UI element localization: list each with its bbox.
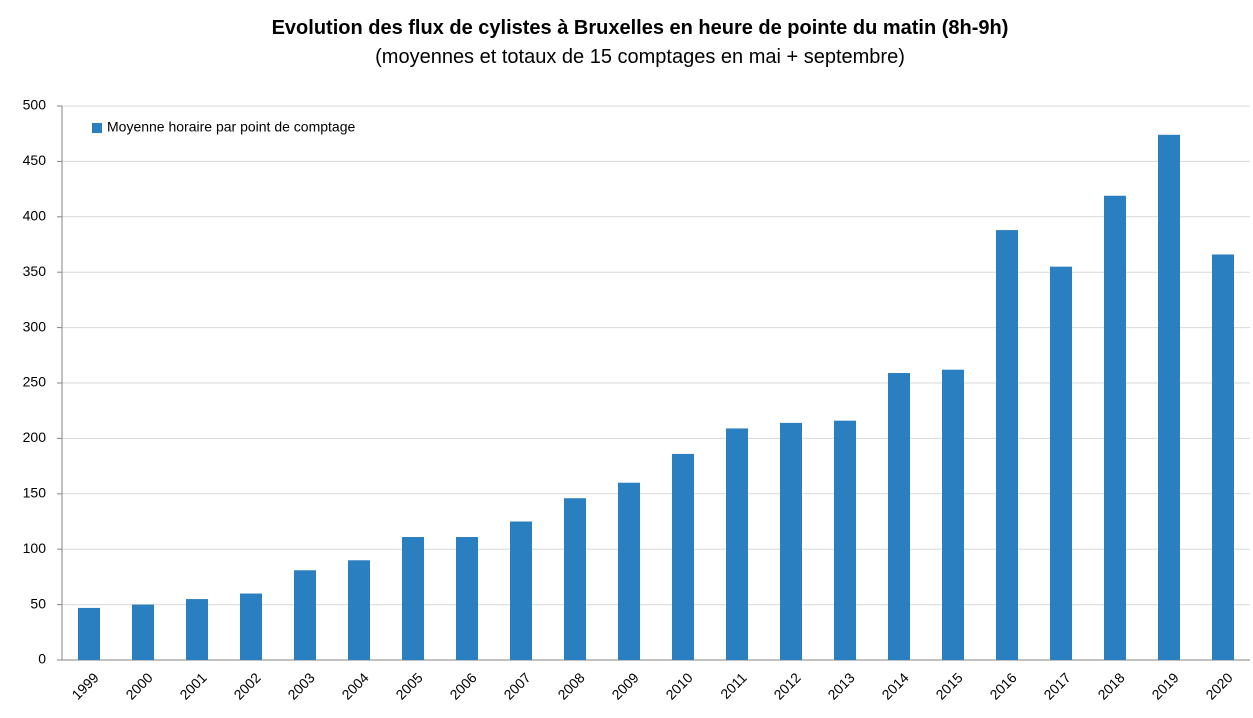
bar	[132, 604, 154, 660]
x-tick-label: 2004	[338, 669, 371, 702]
bar	[888, 373, 910, 660]
y-tick-label: 300	[23, 318, 47, 334]
y-tick-label: 200	[23, 429, 47, 445]
x-tick-label: 2012	[770, 669, 803, 702]
y-tick-label: 350	[23, 263, 47, 279]
bar	[672, 453, 694, 660]
x-tick-label: 2010	[662, 669, 695, 702]
y-tick-label: 400	[23, 208, 47, 224]
bar	[1212, 254, 1234, 661]
x-tick-label: 2009	[608, 669, 641, 702]
legend-swatch	[92, 123, 102, 133]
bar	[510, 521, 532, 660]
x-tick-label: 2019	[1148, 669, 1181, 702]
chart-title: Evolution des flux de cylistes à Bruxell…	[272, 17, 1009, 39]
bar	[348, 560, 370, 660]
bar	[1104, 195, 1126, 661]
x-tick-label: 2005	[392, 669, 425, 702]
chart-subtitle: (moyennes et totaux de 15 comptages en m…	[375, 46, 905, 68]
x-tick-label: 2003	[284, 669, 317, 702]
x-tick-label: 2020	[1202, 669, 1235, 702]
bar	[402, 537, 424, 660]
bar	[456, 537, 478, 660]
y-tick-label: 100	[23, 540, 47, 556]
bar	[1050, 266, 1072, 660]
y-tick-label: 500	[23, 97, 47, 113]
x-tick-label: 2011	[717, 669, 750, 702]
x-tick-label: 2007	[500, 669, 533, 702]
x-tick-label: 2002	[230, 669, 263, 702]
legend-label: Moyenne horaire par point de comptage	[107, 119, 355, 135]
x-tick-label: 2016	[986, 669, 1019, 702]
x-tick-label: 1999	[68, 669, 101, 702]
x-tick-label: 2018	[1094, 669, 1127, 702]
x-tick-label: 2013	[824, 669, 857, 702]
bar	[294, 570, 316, 660]
y-tick-label: 0	[38, 651, 46, 667]
bar	[780, 422, 802, 660]
y-tick-label: 450	[23, 152, 47, 168]
x-tick-label: 2000	[122, 669, 155, 702]
x-tick-label: 2014	[878, 669, 911, 702]
bar	[564, 498, 586, 660]
bar	[996, 230, 1018, 660]
x-tick-label: 2015	[932, 669, 965, 702]
bar	[78, 607, 100, 660]
x-tick-label: 2006	[446, 669, 479, 702]
bar	[834, 420, 856, 660]
bar	[1158, 134, 1180, 661]
y-tick-label: 50	[30, 595, 46, 611]
y-tick-label: 250	[23, 374, 47, 390]
bar	[186, 599, 208, 660]
bar	[942, 369, 964, 660]
bar	[618, 482, 640, 660]
bar	[240, 593, 262, 660]
y-tick-label: 150	[23, 485, 47, 501]
x-tick-label: 2017	[1040, 669, 1073, 702]
x-tick-label: 2001	[176, 669, 209, 702]
bar	[726, 428, 748, 660]
x-tick-label: 2008	[554, 669, 587, 702]
